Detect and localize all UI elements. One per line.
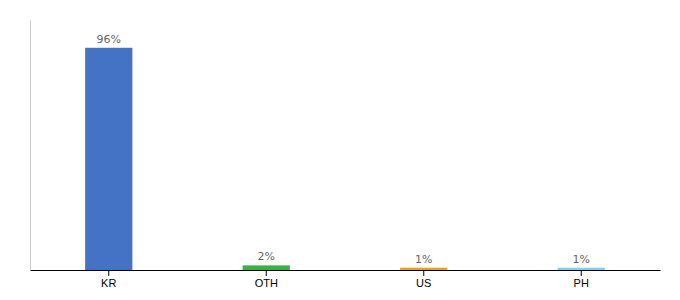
tick-label: OTH	[255, 277, 278, 289]
tick: KR	[101, 270, 116, 289]
plot: KR OTH US PH 96% 2% 1% 1%	[31, 21, 661, 289]
tick-label: PH	[574, 277, 589, 289]
x-axis: KR OTH US PH	[31, 270, 661, 289]
data-labels: 96% 2% 1% 1%	[97, 33, 590, 266]
tick-label: KR	[101, 277, 116, 289]
tick-mark	[581, 270, 582, 276]
tick-mark	[266, 270, 267, 276]
bar	[85, 48, 132, 270]
tick: US	[416, 270, 431, 289]
bar	[400, 268, 447, 270]
tick-mark	[423, 270, 424, 276]
x-axis-line	[31, 270, 661, 271]
tick: PH	[574, 270, 589, 289]
data-label: 1%	[415, 253, 432, 266]
tick-mark	[108, 270, 109, 276]
data-label: 96%	[97, 33, 121, 46]
tick-label: US	[416, 277, 431, 289]
bar	[243, 265, 290, 270]
data-label: 2%	[258, 250, 275, 263]
bars	[85, 48, 605, 270]
y-axis	[30, 21, 31, 271]
data-label: 1%	[573, 253, 590, 266]
y-axis-line	[30, 21, 31, 271]
tick: OTH	[255, 270, 278, 289]
chart: KR OTH US PH 96% 2% 1% 1%	[0, 0, 680, 300]
bar	[558, 268, 605, 270]
